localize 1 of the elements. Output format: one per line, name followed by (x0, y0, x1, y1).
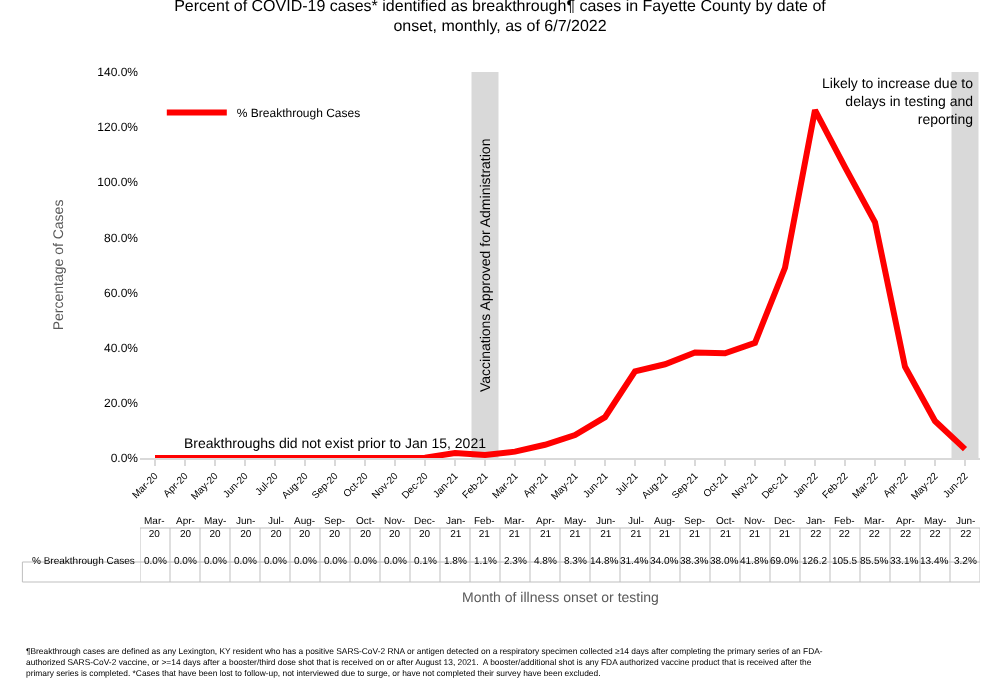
line-series (152, 107, 968, 458)
